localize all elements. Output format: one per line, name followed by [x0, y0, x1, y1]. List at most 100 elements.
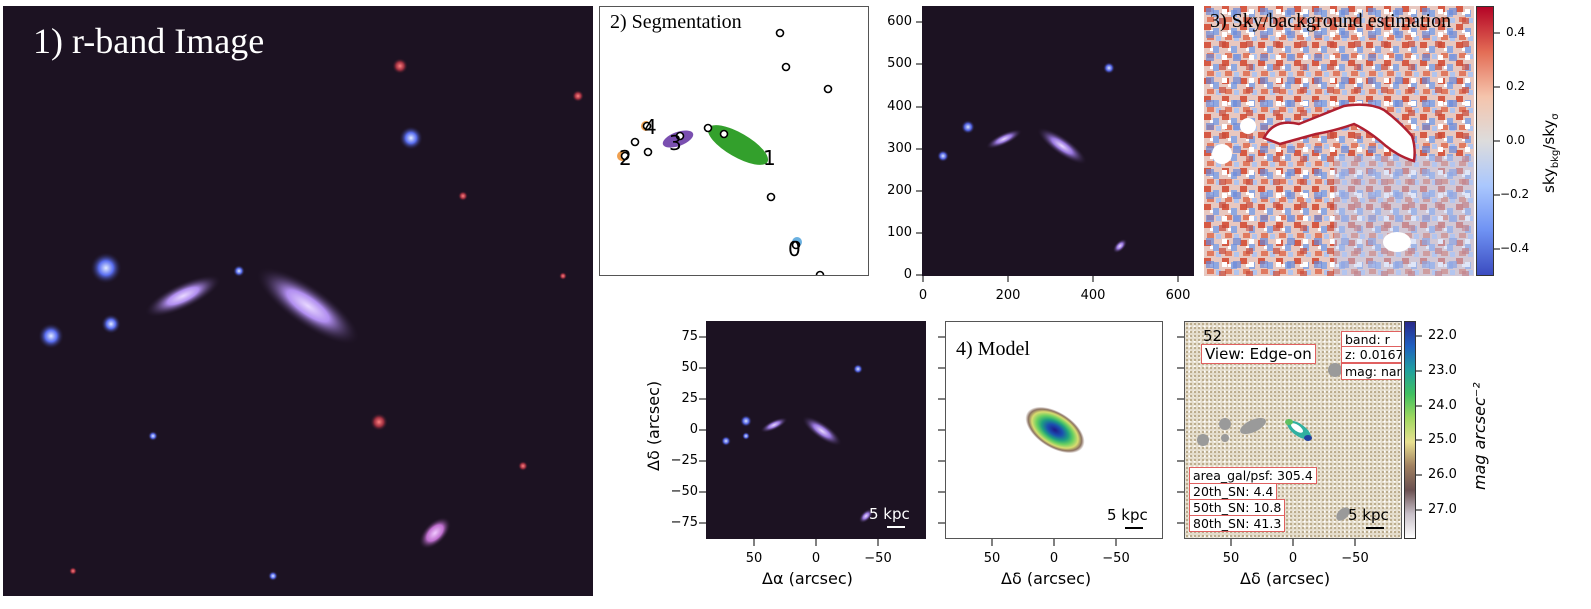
x-tick: 200 [995, 288, 1021, 303]
star-mask [1212, 144, 1232, 164]
colorbar-tick: 25.0 [1428, 432, 1457, 447]
galaxy-main [255, 266, 361, 346]
panel-title: 1) r-band Image [33, 21, 265, 61]
x-axis-label: Δδ (arcsec) [1001, 569, 1092, 588]
star [233, 265, 245, 277]
sky-background-panel: 3) Sky/background estimation [1204, 6, 1474, 276]
y-tick: 0 [689, 422, 698, 437]
scale-bar-label: 5 kpc [869, 505, 910, 523]
star [399, 126, 423, 150]
star [572, 90, 584, 102]
star [961, 120, 975, 134]
colorbar-tick: 0.0 [1506, 133, 1526, 147]
segment-label: 1 [763, 146, 776, 170]
galaxy-companion [144, 274, 222, 318]
colorbar-tick: 0.2 [1506, 79, 1526, 93]
x-axis-label: Δα (arcsec) [762, 569, 853, 588]
segmentation-map: 2 4 3 1 0 [617, 28, 833, 275]
colorbar-tick: 24.0 [1428, 398, 1457, 413]
stat-label: 20th_SN: 4.4 [1189, 483, 1278, 500]
x-tick: 400 [1080, 288, 1106, 303]
colorbar-tick: 0.4 [1506, 25, 1526, 39]
panel-title: 2) Segmentation [610, 11, 742, 33]
x-tick: 600 [1165, 288, 1191, 303]
y-tick: 100 [887, 225, 912, 240]
star [937, 150, 949, 162]
star [101, 314, 121, 334]
star [853, 364, 863, 374]
model-image: 4) Model 5 kpc [945, 321, 1163, 539]
x-tick: −50 [1341, 551, 1369, 566]
y-tick: 50 [681, 360, 698, 375]
arcsec-image: 5 kpc [706, 321, 926, 539]
galaxy-mask [1262, 103, 1416, 163]
colorbar-tick: −0.4 [1500, 241, 1530, 255]
x-tick: 50 [983, 551, 1001, 566]
x-tick: 0 [918, 288, 928, 303]
stat-label: 50th_SN: 10.8 [1189, 499, 1286, 516]
star [392, 58, 408, 74]
star [1103, 62, 1115, 74]
star [742, 432, 750, 440]
scale-bar [887, 526, 905, 528]
y-tick: 500 [887, 56, 912, 71]
r-band-image [38, 58, 584, 581]
panel-title: 3) Sky/background estimation [1210, 10, 1452, 32]
y-tick: 300 [887, 141, 912, 156]
star [518, 461, 528, 471]
y-tick: −75 [670, 515, 698, 530]
colorbar-tick: −0.2 [1500, 187, 1530, 201]
residual-galaxy [1285, 419, 1312, 441]
star [268, 571, 278, 581]
segment-label: 2 [619, 146, 632, 170]
scale-bar [1366, 527, 1384, 529]
sky-residual-map [1204, 6, 1474, 276]
star [721, 436, 731, 446]
x-tick: 0 [1049, 551, 1059, 566]
galaxy-small [1112, 238, 1128, 254]
panel-title: 4) Model [956, 338, 1030, 360]
colorbar-tick: 27.0 [1428, 502, 1457, 517]
residual-image: 52 View: Edge-on band: r z: 0.0167 mag: … [1184, 321, 1402, 539]
y-axis-label: Δδ (arcsec) [644, 380, 663, 471]
star [370, 413, 388, 431]
galaxy-small [418, 516, 452, 550]
galaxy-companion [985, 128, 1023, 150]
star [740, 415, 752, 427]
star [90, 252, 122, 284]
x-tick: 0 [1288, 551, 1298, 566]
colorbar-label: skybkg/skyσ [1540, 113, 1561, 193]
segment-label: 4 [644, 115, 657, 139]
x-tick: 0 [811, 551, 821, 566]
pixel-image [922, 6, 1194, 276]
magnitude-colorbar [1404, 321, 1416, 539]
galaxy-main [1036, 127, 1088, 165]
segmentation-panel: 2 4 3 1 0 2) Segmentation [599, 6, 869, 276]
star-mask [1383, 232, 1411, 252]
masked-source-markers [620, 28, 833, 275]
object-id-label: 52 [1203, 327, 1223, 345]
segment-label: 0 [788, 237, 801, 261]
y-tick: 400 [887, 99, 912, 114]
colorbar-tick: 22.0 [1428, 328, 1457, 343]
y-tick: 200 [887, 183, 912, 198]
stat-label: area_gal/psf: 305.4 [1189, 467, 1317, 484]
y-tick: 0 [903, 267, 912, 282]
y-tick: 75 [681, 329, 698, 344]
colorbar-label: mag arcsec⁻² [1470, 382, 1489, 490]
x-tick: −50 [1102, 551, 1130, 566]
r-band-image-panel: 1) r-band Image [3, 6, 593, 596]
y-tick: 25 [681, 391, 698, 406]
star [38, 323, 64, 349]
x-tick: −50 [864, 551, 892, 566]
scale-bar [1125, 527, 1143, 529]
x-axis-label: Δδ (arcsec) [1240, 569, 1331, 588]
model-axes: 4) Model 5 kpc 50 0 −50 Δδ (arcsec) [938, 321, 1163, 588]
model-galaxy [1025, 406, 1085, 454]
stat-label: 80th_SN: 41.3 [1189, 515, 1286, 532]
y-tick: −25 [670, 453, 698, 468]
view-label: View: Edge-on [1201, 344, 1316, 364]
scale-bar-label: 5 kpc [1107, 506, 1148, 524]
star-mask [1240, 118, 1256, 134]
colorbar-tick: 23.0 [1428, 363, 1457, 378]
